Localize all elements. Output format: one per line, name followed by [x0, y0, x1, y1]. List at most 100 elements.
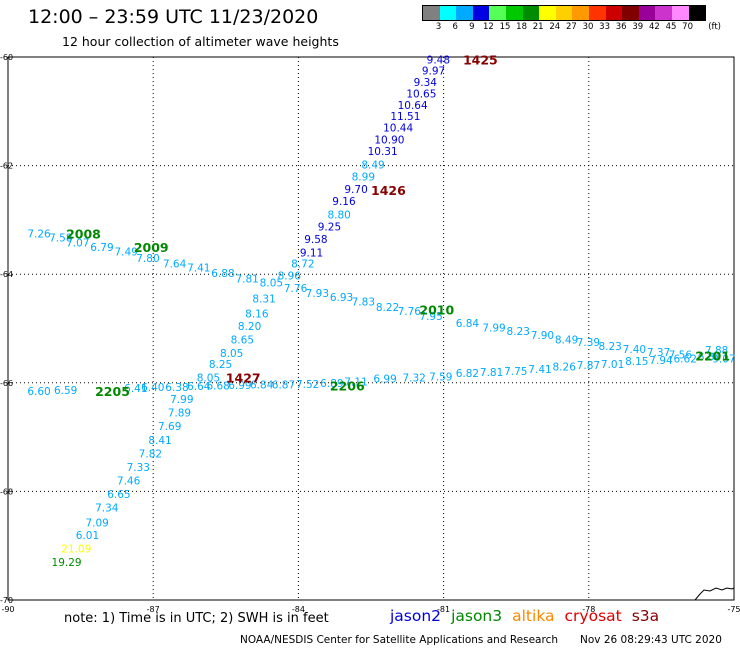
swh-value: 8.26 [553, 362, 577, 374]
swh-value: 7.01 [601, 359, 624, 371]
swh-value: 6.40 [141, 382, 164, 394]
swh-value: 11.51 [390, 111, 420, 123]
time-label: 2008 [66, 226, 101, 241]
swh-values: 9.489.979.3410.6510.6411.5110.4410.9010.… [27, 55, 735, 569]
swh-value: 7.87 [577, 360, 600, 372]
swh-value: 10.65 [406, 88, 436, 100]
swh-value: 6.99 [228, 380, 251, 392]
swh-value: 7.80 [136, 253, 159, 265]
swh-value: 7.82 [139, 448, 162, 460]
time-label: 1425 [463, 53, 498, 68]
swh-value: 7.64 [163, 258, 187, 270]
swh-value: 7.33 [127, 462, 150, 474]
swh-value: 6.84 [698, 352, 722, 364]
swh-value: 7.37 [647, 347, 670, 359]
swh-value: 7.41 [187, 263, 210, 275]
swh-value: 6.38 [165, 382, 188, 394]
page-title: 12:00 – 23:59 UTC 11/23/2020 [28, 6, 319, 28]
swh-value: 7.46 [117, 476, 141, 488]
swh-value: 8.23 [598, 341, 621, 353]
swh-value: 7.49 [114, 246, 137, 258]
legend-label: 36 [615, 22, 627, 32]
swh-value: 8.25 [209, 359, 232, 371]
legend-swatch [671, 6, 689, 20]
y-tick-label: -60 [0, 53, 13, 62]
footer-note: note: 1) Time is in UTC; 2) SWH is in fe… [64, 611, 329, 626]
swh-value: 19.29 [52, 557, 82, 569]
swh-value: 21.09 [61, 543, 91, 555]
legend-labels: 3 6 9 12 15 18 21 24 27 30 33 36 39 42 45 70 (ft) [422, 21, 721, 33]
swh-value: 9.11 [300, 247, 323, 259]
swh-value: 6.62 [674, 353, 697, 365]
swh-value: 8.22 [376, 302, 399, 314]
generated-time: Nov 26 08:29:43 UTC 2020 [580, 634, 722, 646]
legend-label: 39 [632, 22, 644, 32]
swh-value: 9.97 [422, 66, 445, 78]
swh-value: 8.49 [361, 160, 384, 172]
x-tick-label: -78 [582, 605, 595, 614]
legend-label: 42 [648, 22, 660, 32]
swh-value: 6.88 [211, 268, 234, 280]
color-legend: 3 6 9 12 15 18 21 24 27 30 33 36 39 42 45 70 (ft) [422, 5, 721, 33]
swh-value: 9.16 [332, 196, 356, 208]
y-tick-label: -70 [0, 596, 13, 605]
x-tick-label: -90 [1, 605, 14, 614]
x-tick-label: -87 [147, 605, 160, 614]
legend-swatch [489, 6, 506, 20]
swh-value: 8.05 [260, 277, 283, 289]
time-labels: 1425 1426 1427 2008 2009 2010 2201 2205 2206 [66, 53, 730, 399]
legend-swatch [456, 6, 473, 20]
swh-value: 8.23 [507, 326, 530, 338]
legend-label: 3 [435, 22, 442, 32]
swh-value: 7.88 [705, 345, 728, 357]
swh-value: 9.07 [712, 353, 735, 365]
swh-value: 8.31 [252, 294, 275, 306]
swh-value: 6.82 [456, 368, 479, 380]
swh-value: 10.31 [368, 146, 398, 158]
swh-value: 7.94 [649, 355, 673, 367]
swh-value: 7.59 [429, 371, 452, 383]
legend-swatch [505, 6, 523, 20]
time-label: 1426 [371, 183, 406, 198]
legend-label: 27 [565, 22, 577, 32]
swh-value: 7.89 [168, 408, 191, 420]
legend-label: 6 [452, 22, 458, 32]
swh-value: 8.20 [238, 321, 261, 333]
swh-value: 8.15 [625, 356, 648, 368]
swh-value: 7.99 [482, 322, 505, 334]
swh-value: 10.90 [374, 135, 404, 147]
swh-value: 7.40 [623, 344, 646, 356]
swh-value: 6.84 [456, 318, 480, 330]
swh-value: 8.16 [245, 308, 269, 320]
swh-value: 7.76 [284, 283, 308, 295]
legend-label: 12 [482, 22, 494, 32]
swh-value: 6.41 [124, 383, 147, 395]
legend-unit: (ft) [708, 22, 721, 32]
swh-value: 9.70 [344, 184, 367, 196]
swh-value: 7.52 [296, 379, 319, 391]
swh-value: 9.58 [304, 234, 327, 246]
time-label: 1427 [226, 370, 261, 385]
time-label: 2201 [695, 349, 730, 364]
legend-swatches [422, 5, 707, 21]
swh-value: 6.01 [76, 530, 99, 542]
swh-value: 7.83 [352, 296, 375, 308]
satellite-s3a: s3a [631, 607, 660, 625]
x-tick-label: -75 [727, 605, 740, 614]
swh-value: 9.48 [427, 55, 450, 67]
swh-value: 6.65 [107, 489, 130, 501]
satellite-jason2: jason2 [390, 607, 442, 625]
swh-value: 6.93 [330, 292, 353, 304]
y-tick-label: -66 [0, 379, 13, 388]
swh-value: 7.93 [306, 288, 329, 300]
map-grid [8, 57, 734, 600]
swh-value: 6.89 [320, 378, 343, 390]
swh-value: 8.49 [555, 334, 578, 346]
x-tick-label: -84 [292, 605, 305, 614]
swh-value: 8.05 [197, 372, 220, 384]
swh-value: 7.07 [66, 238, 89, 250]
swh-value: 10.44 [383, 123, 413, 135]
legend-label: 30 [582, 22, 594, 32]
swh-value: 7.81 [480, 367, 503, 379]
swh-value: 7.39 [577, 337, 600, 349]
